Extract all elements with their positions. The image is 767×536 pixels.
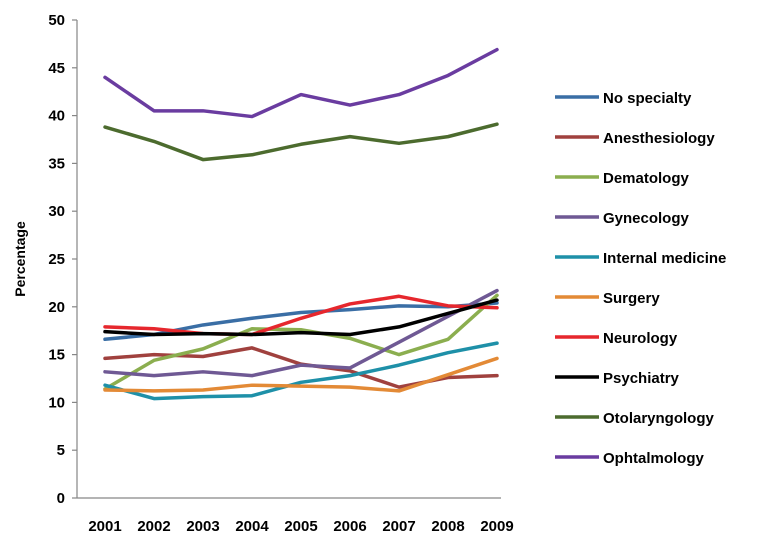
x-tick-label: 2002 bbox=[137, 518, 170, 535]
legend-label: Otolaryngology bbox=[603, 410, 714, 427]
x-tick-label: 2001 bbox=[88, 518, 121, 535]
x-tick-label: 2009 bbox=[480, 518, 513, 535]
series-line-otolaryngology bbox=[103, 122, 499, 162]
series-line-surgery bbox=[103, 356, 499, 393]
y-tick-label: 20 bbox=[48, 299, 65, 316]
y-axis-label: Percentage bbox=[12, 221, 28, 297]
y-tick-label: 30 bbox=[48, 203, 65, 220]
axes bbox=[76, 20, 501, 499]
legend-label: Surgery bbox=[603, 290, 660, 307]
series-line-gynecology bbox=[103, 288, 499, 378]
y-tick-label: 50 bbox=[48, 12, 65, 29]
x-tick-label: 2004 bbox=[235, 518, 269, 535]
legend-label: Dematology bbox=[603, 170, 690, 187]
legend-label: No specialty bbox=[603, 90, 692, 107]
x-tick-label: 2003 bbox=[186, 518, 219, 535]
y-tick-label: 15 bbox=[48, 347, 65, 364]
series-line-dematology bbox=[103, 293, 499, 391]
legend-label: Neurology bbox=[603, 330, 678, 347]
x-tick-label: 2008 bbox=[431, 518, 464, 535]
series-lines bbox=[103, 47, 499, 401]
x-tick-label: 2005 bbox=[284, 518, 317, 535]
y-tick-label: 25 bbox=[48, 251, 65, 268]
y-tick-label: 10 bbox=[48, 394, 65, 411]
series-line-psychiatry bbox=[103, 298, 499, 337]
legend-label: Psychiatry bbox=[603, 370, 680, 387]
series-line-neurology bbox=[103, 294, 499, 337]
y-tick-label: 35 bbox=[48, 155, 65, 172]
legend: No specialty Anesthesiology Dematology Gyne… bbox=[555, 90, 726, 467]
legend-label: Anesthesiology bbox=[603, 130, 715, 147]
legend-label: Ophtalmology bbox=[603, 450, 704, 467]
y-tick-label: 45 bbox=[48, 60, 65, 77]
y-tick-label: 0 bbox=[57, 490, 65, 507]
x-axis-ticks: 2001 2002 2003 2004 2005 2006 2007 2008 2009 bbox=[88, 518, 513, 535]
y-axis-ticks: 0 5 10 15 20 25 30 35 40 45 50 bbox=[48, 12, 77, 507]
x-tick-label: 2006 bbox=[333, 518, 366, 535]
y-tick-label: 40 bbox=[48, 108, 65, 125]
x-tick-label: 2007 bbox=[382, 518, 415, 535]
series-line-internal-medicine bbox=[103, 341, 499, 401]
series-line-ophtalmology bbox=[103, 47, 499, 119]
legend-label: Gynecology bbox=[603, 210, 690, 227]
y-tick-label: 5 bbox=[57, 442, 65, 459]
legend-label: Internal medicine bbox=[603, 250, 726, 267]
